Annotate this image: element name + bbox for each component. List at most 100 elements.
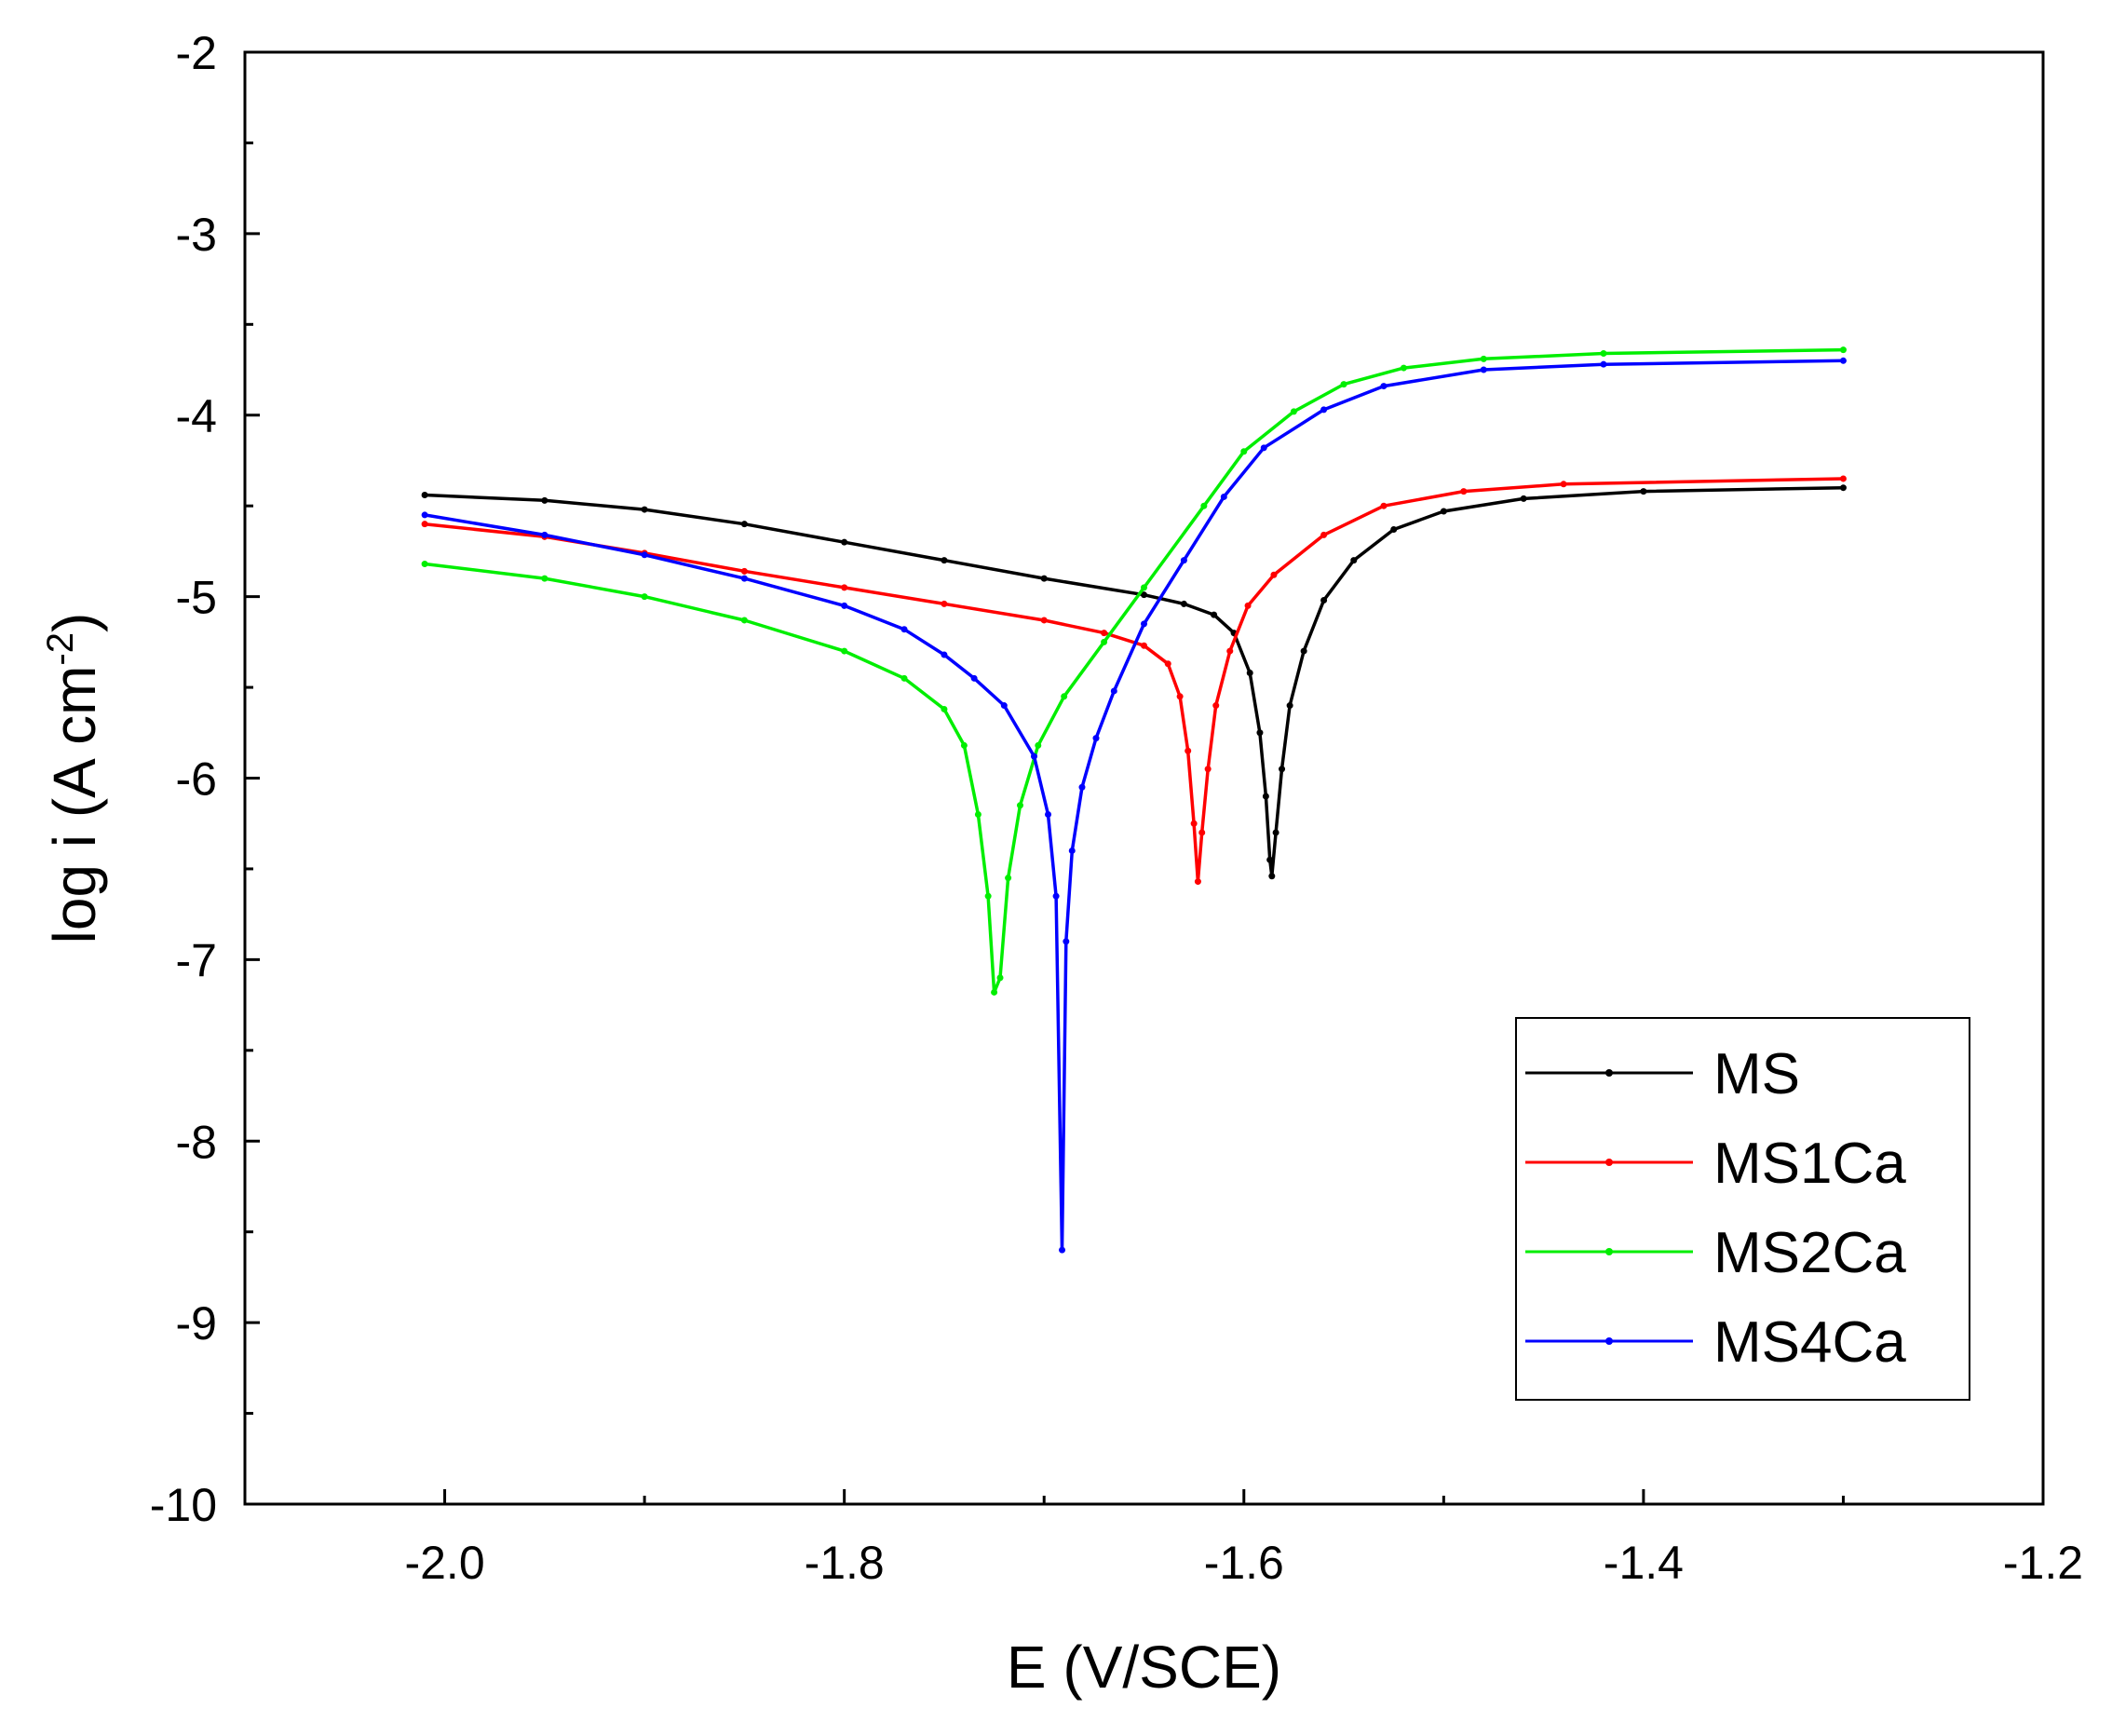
data-point (1286, 702, 1293, 710)
data-point (1035, 741, 1042, 749)
data-point (1204, 766, 1212, 773)
data-point (541, 496, 548, 504)
y-axis-title-superscript: -2 (40, 632, 81, 666)
data-point (1839, 475, 1847, 482)
data-point (1180, 557, 1187, 564)
data-point (541, 575, 548, 582)
data-point (1380, 502, 1388, 509)
y-axis-title: log i (A cm-2) (40, 613, 108, 944)
data-point (991, 988, 998, 996)
data-point (1256, 729, 1264, 737)
data-point (1268, 873, 1276, 880)
data-point (1300, 647, 1307, 655)
data-point (1078, 783, 1086, 791)
data-point (1380, 383, 1388, 390)
data-point (1460, 488, 1468, 495)
data-point (841, 584, 848, 591)
data-point (941, 705, 948, 712)
data-point (1390, 526, 1398, 534)
data-point (1839, 357, 1847, 364)
x-tick-label: -1.2 (2003, 1537, 2083, 1589)
data-point (740, 575, 748, 582)
data-point (1141, 591, 1147, 599)
data-point (1272, 829, 1279, 836)
data-point (740, 617, 748, 624)
data-point (1266, 856, 1274, 863)
data-point (641, 593, 648, 601)
y-tick-label: -8 (176, 1116, 217, 1168)
series-line (424, 347, 1844, 995)
data-point (1040, 617, 1048, 624)
y-tick-label: -3 (176, 209, 217, 261)
data-point (541, 531, 548, 538)
data-point (1030, 753, 1037, 760)
y-axis-title-main: log i (A cm (41, 666, 108, 944)
data-point (1110, 687, 1117, 695)
data-point (1320, 406, 1328, 414)
data-point (1226, 647, 1234, 655)
data-point (1839, 484, 1847, 492)
data-point (1141, 620, 1147, 628)
data-point (1839, 346, 1847, 354)
data-point (1061, 693, 1068, 700)
y-tick-label: -2 (176, 27, 217, 79)
data-point (421, 521, 428, 528)
data-point (1600, 360, 1607, 368)
x-axis-title: E (V/SCE) (1007, 1634, 1281, 1701)
data-point (421, 491, 428, 498)
y-axis-title-end: ) (41, 613, 108, 632)
data-point (1005, 875, 1012, 882)
data-point (1244, 602, 1252, 609)
data-point (1211, 611, 1218, 618)
data-point (1141, 584, 1147, 591)
y-tick-label: -9 (176, 1297, 217, 1349)
y-tick-label: -10 (150, 1479, 217, 1531)
data-point (1350, 557, 1358, 564)
series-layer (421, 346, 1847, 1254)
data-point (1101, 630, 1108, 637)
legend-box (1515, 1017, 1970, 1401)
data-point (1480, 355, 1487, 362)
data-point (1279, 766, 1286, 773)
legend-marker (1605, 1248, 1613, 1255)
data-point (970, 674, 978, 682)
data-point (1164, 660, 1171, 668)
data-point (1059, 1246, 1066, 1254)
data-point (421, 561, 428, 568)
data-point (1600, 349, 1607, 357)
data-point (1480, 366, 1487, 373)
data-point (996, 974, 1004, 982)
data-point (1262, 793, 1269, 800)
data-point (1176, 693, 1184, 700)
data-point (1520, 495, 1527, 502)
data-point (1440, 508, 1447, 515)
data-point (900, 626, 908, 633)
data-point (1190, 820, 1198, 827)
data-point (1220, 493, 1227, 500)
data-point (421, 511, 428, 519)
legend-label: MS1Ca (1713, 1132, 1906, 1196)
x-tick-label: -1.4 (1604, 1537, 1684, 1589)
data-point (1194, 878, 1201, 886)
legend-label: MS4Ca (1713, 1310, 1906, 1375)
data-point (1340, 381, 1347, 388)
data-point (1052, 892, 1060, 900)
x-tick-label: -1.6 (1204, 1537, 1284, 1589)
data-point (1092, 735, 1100, 742)
legend-marker (1605, 1337, 1613, 1345)
data-point (1212, 702, 1220, 710)
legend-marker (1605, 1159, 1613, 1166)
y-tick-label: -6 (176, 753, 217, 806)
data-point (1101, 638, 1108, 645)
data-point (1016, 802, 1023, 809)
data-point (974, 810, 982, 818)
legend-label: MS2Ca (1713, 1221, 1906, 1285)
data-point (841, 647, 848, 655)
data-point (1640, 488, 1647, 495)
data-point (740, 521, 748, 528)
data-point (941, 651, 948, 658)
legend-marker (1605, 1069, 1613, 1077)
data-point (1400, 364, 1407, 372)
data-point (641, 506, 648, 513)
